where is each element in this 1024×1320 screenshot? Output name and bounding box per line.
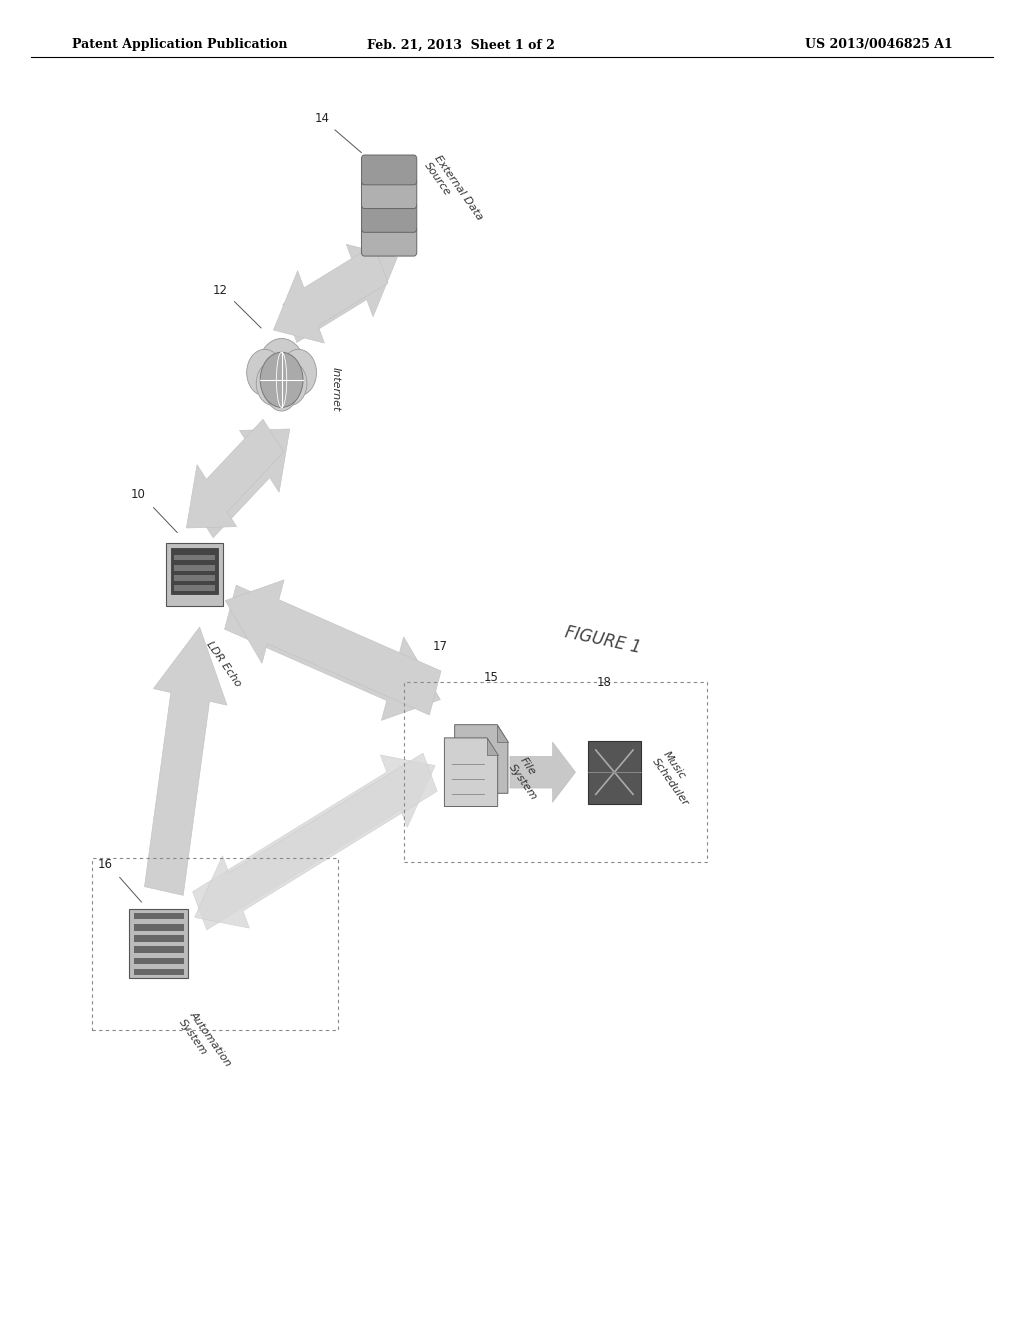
Circle shape [260,352,303,408]
Text: 16: 16 [98,858,113,871]
Text: 15: 15 [484,671,499,684]
FancyBboxPatch shape [134,946,183,953]
Polygon shape [195,754,437,928]
Text: File
System: File System [507,755,550,803]
Polygon shape [444,738,498,807]
FancyBboxPatch shape [134,924,183,931]
Polygon shape [510,742,575,803]
Text: 17: 17 [433,640,447,653]
Circle shape [247,350,283,396]
Circle shape [281,350,316,396]
FancyBboxPatch shape [174,576,215,581]
Circle shape [273,362,307,405]
FancyBboxPatch shape [361,178,417,209]
Polygon shape [186,420,284,528]
FancyBboxPatch shape [361,226,417,256]
Text: LDR Echo: LDR Echo [205,639,244,689]
FancyBboxPatch shape [129,909,188,978]
FancyBboxPatch shape [588,741,641,804]
FancyBboxPatch shape [171,548,218,594]
FancyBboxPatch shape [174,585,215,591]
Text: 18: 18 [597,676,611,689]
Polygon shape [225,579,441,715]
FancyBboxPatch shape [134,969,183,974]
FancyBboxPatch shape [361,154,417,185]
FancyBboxPatch shape [134,936,183,941]
Polygon shape [283,244,397,342]
FancyBboxPatch shape [134,913,183,920]
Circle shape [266,371,297,411]
FancyBboxPatch shape [174,554,215,561]
Polygon shape [273,246,388,343]
Polygon shape [487,738,498,755]
Polygon shape [193,755,435,929]
FancyBboxPatch shape [361,202,417,232]
Text: Music
Scheduler: Music Scheduler [650,750,701,808]
Polygon shape [193,429,290,537]
FancyBboxPatch shape [134,957,183,964]
Text: 10: 10 [131,488,145,502]
FancyBboxPatch shape [166,543,223,606]
Text: Feb. 21, 2013  Sheet 1 of 2: Feb. 21, 2013 Sheet 1 of 2 [367,38,555,51]
Polygon shape [455,725,508,793]
Text: External Data
Source: External Data Source [422,153,485,230]
Text: Patent Application Publication: Patent Application Publication [72,38,287,51]
Text: FIGURE 1: FIGURE 1 [563,623,643,657]
Polygon shape [498,725,508,742]
Polygon shape [224,585,440,721]
Polygon shape [144,627,227,895]
Circle shape [258,338,305,400]
Text: US 2013/0046825 A1: US 2013/0046825 A1 [805,38,952,51]
Text: Automation
System: Automation System [177,1010,233,1076]
Text: 12: 12 [213,284,227,297]
Text: 14: 14 [315,112,330,125]
FancyBboxPatch shape [174,565,215,570]
Text: Internet: Internet [331,367,341,412]
Circle shape [256,362,290,405]
